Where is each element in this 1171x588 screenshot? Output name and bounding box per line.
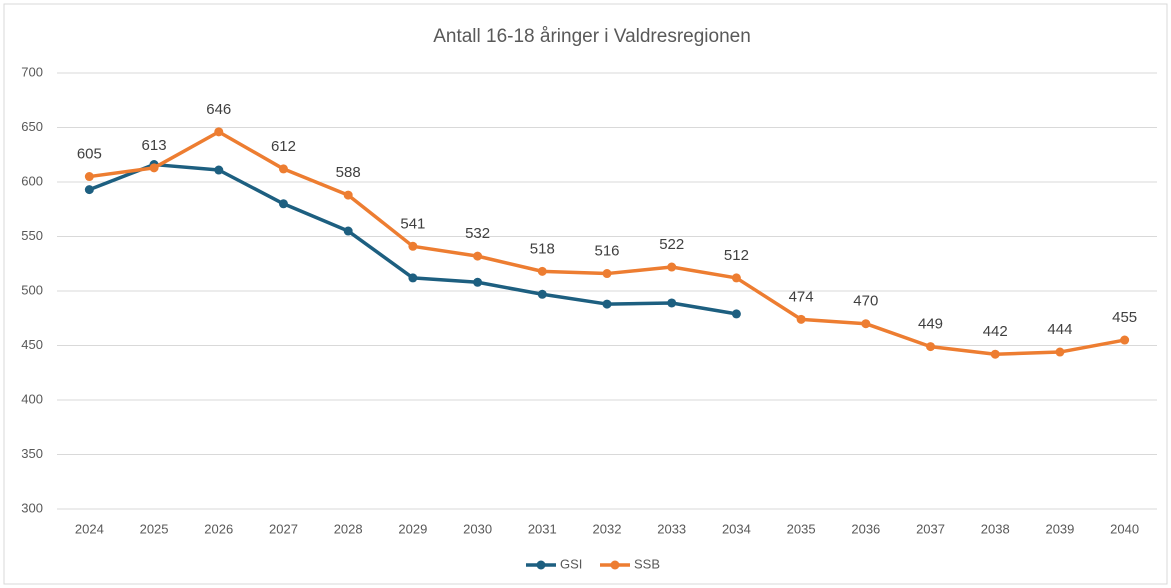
data-label: 442 (983, 323, 1008, 340)
x-tick-label: 2024 (75, 521, 104, 536)
x-tick-label: 2030 (463, 521, 492, 536)
legend-label: SSB (634, 556, 660, 571)
y-tick-label: 450 (21, 337, 43, 352)
data-label: 449 (918, 316, 943, 333)
y-tick-label: 600 (21, 173, 43, 188)
data-point (343, 190, 353, 200)
data-point (990, 349, 1000, 359)
x-tick-label: 2028 (334, 521, 363, 536)
data-point (926, 342, 936, 352)
legend-marker (536, 560, 546, 570)
x-tick-label: 2032 (593, 521, 622, 536)
data-point (149, 163, 159, 173)
data-point (473, 251, 483, 261)
data-point (1120, 335, 1130, 345)
data-point (731, 309, 741, 319)
data-label: 613 (142, 137, 167, 154)
x-tick-label: 2038 (981, 521, 1010, 536)
y-tick-label: 700 (21, 64, 43, 79)
data-point (667, 262, 677, 272)
y-tick-label: 350 (21, 446, 43, 461)
data-point (408, 273, 418, 283)
data-label: 588 (336, 164, 361, 181)
data-point (473, 277, 483, 287)
x-tick-label: 2033 (657, 521, 686, 536)
data-point (84, 185, 94, 195)
y-tick-label: 300 (21, 500, 43, 515)
x-tick-label: 2034 (722, 521, 751, 536)
data-label: 444 (1047, 321, 1072, 338)
data-label: 470 (853, 293, 878, 310)
data-point (667, 298, 677, 308)
data-label: 612 (271, 138, 296, 155)
data-point (278, 199, 288, 209)
legend-label: GSI (560, 556, 582, 571)
data-point (84, 172, 94, 182)
x-tick-label: 2039 (1045, 521, 1074, 536)
data-label: 516 (594, 243, 619, 260)
chart-title: Antall 16-18 åringer i Valdresregionen (433, 26, 751, 47)
data-label: 605 (77, 146, 102, 163)
data-label: 532 (465, 225, 490, 242)
data-point (408, 241, 418, 251)
data-point (1055, 347, 1065, 357)
x-tick-label: 2037 (916, 521, 945, 536)
data-point (602, 299, 612, 309)
y-tick-label: 650 (21, 119, 43, 134)
x-tick-label: 2025 (140, 521, 169, 536)
data-label: 522 (659, 236, 684, 253)
data-point (278, 164, 288, 174)
data-point (537, 266, 547, 276)
data-label: 541 (400, 215, 425, 232)
data-point (602, 269, 612, 279)
y-tick-label: 500 (21, 282, 43, 297)
data-point (731, 273, 741, 283)
x-tick-label: 2035 (787, 521, 816, 536)
data-label: 474 (789, 288, 814, 305)
x-tick-label: 2027 (269, 521, 298, 536)
data-point (214, 127, 224, 137)
data-label: 512 (724, 247, 749, 264)
data-point (861, 319, 871, 329)
x-tick-label: 2031 (528, 521, 557, 536)
data-label: 518 (530, 240, 555, 257)
data-point (343, 226, 353, 236)
data-point (214, 165, 224, 175)
x-tick-label: 2026 (204, 521, 233, 536)
data-point (796, 314, 806, 324)
x-tick-label: 2029 (398, 521, 427, 536)
y-tick-label: 550 (21, 228, 43, 243)
data-label: 455 (1112, 309, 1137, 326)
y-tick-label: 400 (21, 391, 43, 406)
x-tick-label: 2036 (851, 521, 880, 536)
legend-marker (610, 560, 620, 570)
data-label: 646 (206, 101, 231, 118)
x-tick-label: 2040 (1110, 521, 1139, 536)
data-point (537, 289, 547, 299)
chart-border (3, 3, 1168, 585)
